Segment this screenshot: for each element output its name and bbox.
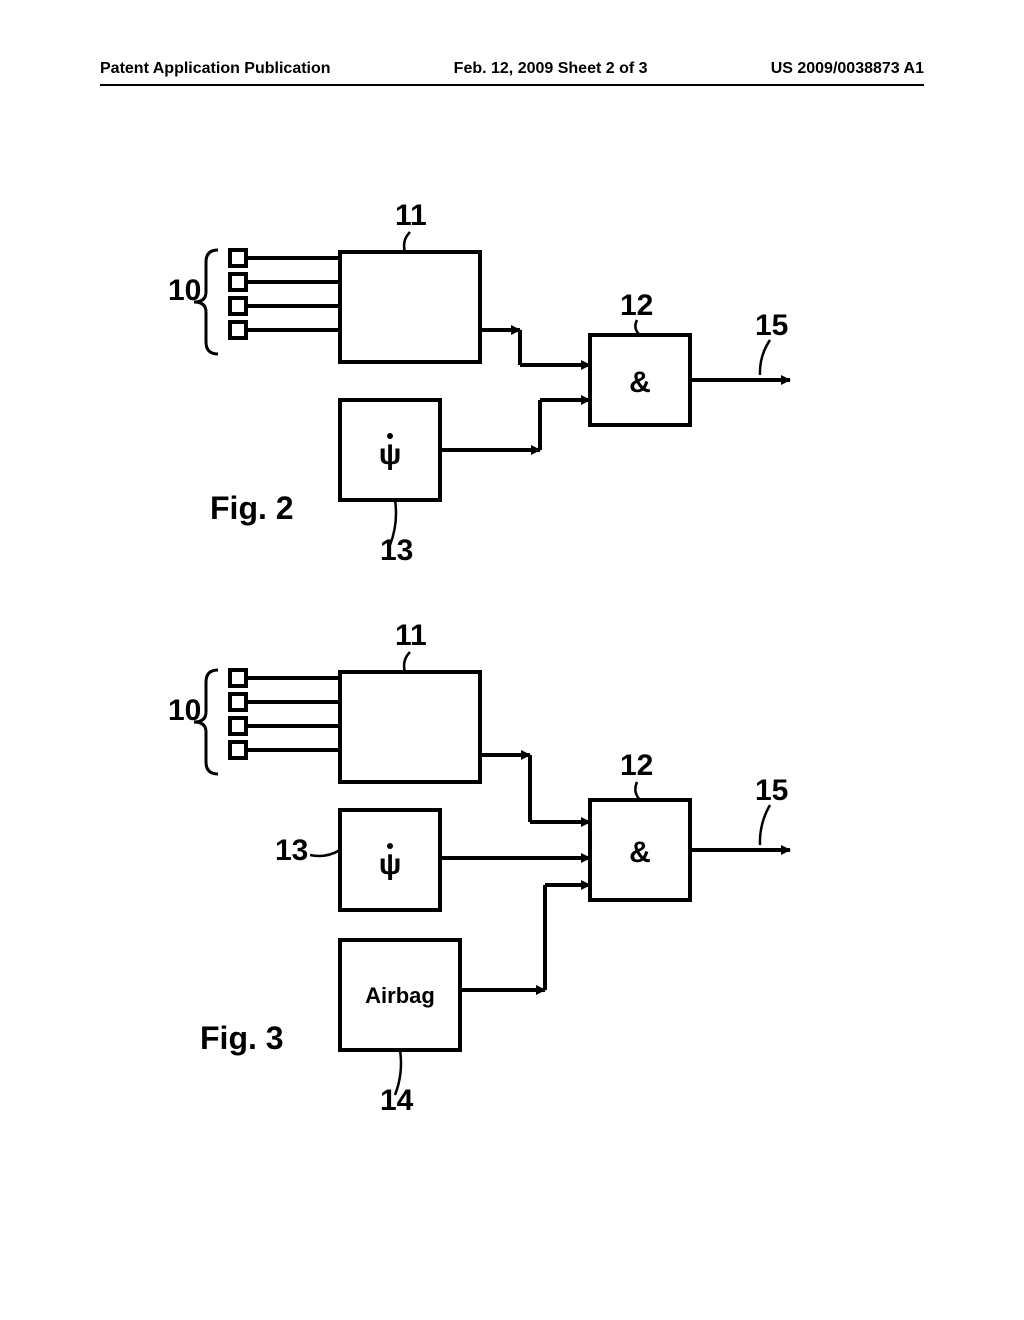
svg-text:13: 13 xyxy=(380,534,413,567)
figure-3-label: Fig. 3 xyxy=(200,1020,284,1057)
figure-2-label: Fig. 2 xyxy=(210,490,294,527)
svg-text:&: & xyxy=(629,836,651,869)
svg-text:15: 15 xyxy=(755,309,788,342)
svg-text:10: 10 xyxy=(168,274,201,307)
svg-text:12: 12 xyxy=(620,289,653,322)
svg-text:ψ: ψ xyxy=(379,848,402,881)
page: Patent Application Publication Feb. 12, … xyxy=(0,0,1024,1320)
svg-text:13: 13 xyxy=(275,834,308,867)
svg-text:Airbag: Airbag xyxy=(365,983,435,1008)
svg-text:11: 11 xyxy=(395,199,427,232)
svg-text:10: 10 xyxy=(168,694,201,727)
svg-text:&: & xyxy=(629,366,651,399)
svg-text:12: 12 xyxy=(620,749,653,782)
svg-text:ψ: ψ xyxy=(379,438,402,471)
svg-text:15: 15 xyxy=(755,774,788,807)
diagram-canvas: &ψ1011121315&ψAirbag101112131415 xyxy=(0,0,1024,1320)
svg-text:11: 11 xyxy=(395,619,427,652)
